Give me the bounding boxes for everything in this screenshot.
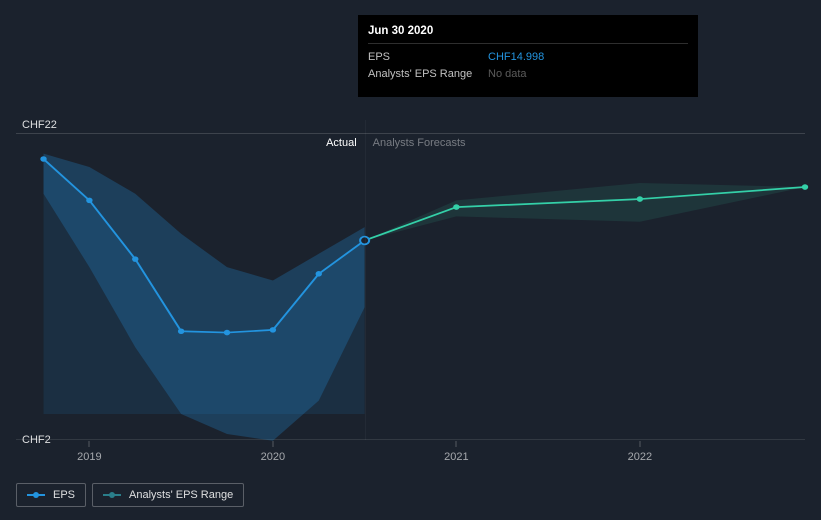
chart-svg <box>16 147 805 414</box>
eps-actual-point <box>86 198 92 204</box>
eps-actual-point <box>316 271 322 277</box>
x-tick-label: 2022 <box>628 451 652 463</box>
section-label-forecast: Analysts Forecasts <box>373 137 466 149</box>
tooltip-separator <box>368 43 688 44</box>
legend-item[interactable]: Analysts' EPS Range <box>92 483 244 507</box>
chart-area: CHF22 CHF2 Actual Analysts Forecasts 201… <box>16 120 805 465</box>
actual-forecast-divider <box>365 120 366 440</box>
tooltip: Jun 30 2020 EPSCHF14.998Analysts' EPS Ra… <box>358 15 698 97</box>
legend-swatch-icon <box>27 492 45 498</box>
x-tick-label: 2021 <box>444 451 468 463</box>
legend-label: EPS <box>53 489 75 501</box>
eps-actual-point <box>132 256 138 262</box>
x-tick-label: 2019 <box>77 451 101 463</box>
legend-label: Analysts' EPS Range <box>129 489 233 501</box>
tooltip-value: CHF14.998 <box>488 49 544 66</box>
eps-actual-point <box>270 327 276 333</box>
eps-actual-point <box>224 330 230 336</box>
tooltip-key: Analysts' EPS Range <box>368 66 488 83</box>
section-label-actual: Actual <box>326 137 357 149</box>
tooltip-key: EPS <box>368 49 488 66</box>
x-tick-mark <box>456 441 457 447</box>
x-tick-mark <box>639 441 640 447</box>
x-tick-mark <box>89 441 90 447</box>
tooltip-title: Jun 30 2020 <box>358 25 698 43</box>
eps-forecast-point <box>802 184 808 190</box>
x-tick-label: 2020 <box>261 451 285 463</box>
tooltip-row: Analysts' EPS RangeNo data <box>358 66 698 83</box>
plot-area[interactable] <box>16 133 805 440</box>
eps-actual-point <box>40 156 46 162</box>
eps-forecast-point <box>637 196 643 202</box>
eps-actual-point <box>178 328 184 334</box>
tooltip-value: No data <box>488 66 527 83</box>
legend-item[interactable]: EPS <box>16 483 86 507</box>
x-tick-mark <box>272 441 273 447</box>
tooltip-row: EPSCHF14.998 <box>358 49 698 66</box>
eps-forecast-point <box>453 204 459 210</box>
legend: EPS Analysts' EPS Range <box>16 483 244 507</box>
y-axis-top-label: CHF22 <box>22 119 57 131</box>
legend-swatch-icon <box>103 492 121 498</box>
